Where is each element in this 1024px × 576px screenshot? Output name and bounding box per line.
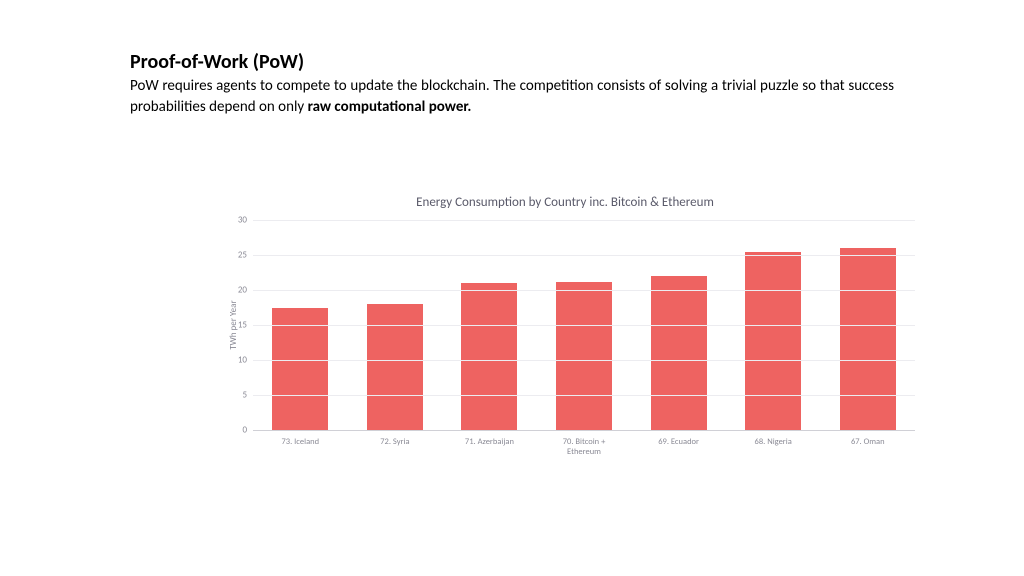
- y-tick-label: 25: [223, 250, 247, 261]
- gridline: [253, 395, 915, 396]
- bar: [745, 252, 801, 431]
- x-tick-label: 68. Nigeria: [726, 431, 821, 457]
- intro-paragraph: PoW requires agents to compete to update…: [130, 76, 894, 118]
- y-tick-label: 15: [223, 320, 247, 331]
- bar: [367, 304, 423, 430]
- intro-bold: raw computational power.: [308, 98, 472, 116]
- gridline: [253, 360, 915, 361]
- y-tick-label: 20: [223, 285, 247, 296]
- x-tick-label: 70. Bitcoin + Ethereum: [537, 431, 632, 457]
- y-tick-label: 0: [223, 425, 247, 436]
- x-tick-label: 73. Iceland: [253, 431, 348, 457]
- gridline: [253, 255, 915, 256]
- chart-title: Energy Consumption by Country inc. Bitco…: [205, 195, 925, 210]
- y-tick-label: 30: [223, 215, 247, 226]
- x-labels: 73. Iceland72. Syria71. Azerbaijan70. Bi…: [253, 431, 915, 457]
- bar: [651, 276, 707, 430]
- y-tick-label: 10: [223, 355, 247, 366]
- energy-chart: Energy Consumption by Country inc. Bitco…: [205, 195, 925, 495]
- bar: [840, 248, 896, 430]
- page-title: Proof-of-Work (PoW): [130, 50, 894, 74]
- bar: [461, 283, 517, 430]
- gridline: [253, 220, 915, 221]
- x-tick-label: 69. Ecuador: [631, 431, 726, 457]
- intro-text: PoW requires agents to compete to update…: [130, 77, 894, 116]
- y-tick-label: 5: [223, 390, 247, 401]
- x-tick-label: 67. Oman: [820, 431, 915, 457]
- gridline: [253, 325, 915, 326]
- x-tick-label: 71. Azerbaijan: [442, 431, 537, 457]
- x-tick-label: 72. Syria: [348, 431, 443, 457]
- gridline: [253, 290, 915, 291]
- bar: [556, 282, 612, 430]
- plot-area: TWh per Year 051015202530: [253, 220, 915, 431]
